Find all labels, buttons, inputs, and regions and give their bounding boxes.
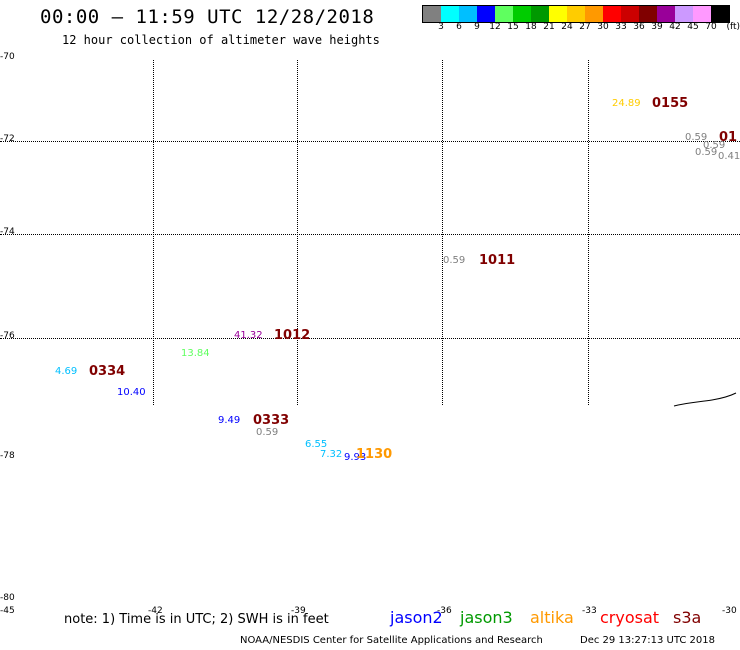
latitude-label: -76 [0, 331, 15, 341]
color-scale-tick-label: 30 [597, 22, 609, 32]
latitude-label: -74 [0, 227, 15, 237]
map-title: 00:00 – 11:59 UTC 12/28/2018 [40, 6, 375, 28]
latitude-label: -72 [0, 134, 15, 144]
wave-height-value: 0.59 [685, 132, 708, 143]
wave-height-value: 4.69 [55, 366, 78, 377]
color-scale-tick-label: 45 [687, 22, 699, 32]
wave-height-value: 9.93 [344, 452, 367, 463]
color-swatch [693, 6, 711, 22]
latitude-label: -78 [0, 451, 15, 461]
color-swatch [477, 6, 495, 22]
wave-height-value: 0.59 [443, 255, 466, 266]
color-swatch [675, 6, 693, 22]
wave-height-value: 0.59 [695, 147, 718, 158]
wave-height-value: 10.40 [117, 387, 146, 398]
color-scale-tick-label: 27 [579, 22, 591, 32]
longitude-label: -33 [582, 606, 597, 616]
pass-time-label: 1012 [274, 328, 311, 343]
longitude-label: -42 [148, 606, 163, 616]
longitude-gridline [297, 60, 298, 405]
latitude-label: -80 [0, 593, 15, 603]
longitude-label: -39 [291, 606, 306, 616]
color-swatch [639, 6, 657, 22]
wave-height-value: 9.49 [218, 415, 241, 426]
longitude-label: -45 [0, 606, 15, 616]
color-scale-tick-label: 15 [507, 22, 519, 32]
wave-height-value: 24.89 [612, 98, 641, 109]
latitude-gridline [0, 338, 740, 339]
wave-height-value: 41.32 [234, 330, 263, 341]
longitude-label: -30 [722, 606, 737, 616]
color-scale-bar [422, 5, 730, 23]
wave-height-value: 13.84 [181, 348, 210, 359]
color-swatch [423, 6, 441, 22]
color-swatch [621, 6, 639, 22]
wave-height-value: 0.59 [703, 140, 726, 151]
longitude-gridline [153, 60, 154, 405]
color-swatch [657, 6, 675, 22]
pass-time-label: 01 [719, 130, 738, 145]
longitude-gridline [442, 60, 443, 405]
color-scale-tick-label: 21 [543, 22, 555, 32]
color-scale-tick-label: 12 [489, 22, 501, 32]
color-swatch [459, 6, 477, 22]
credit-text: NOAA/NESDIS Center for Satellite Applica… [240, 635, 543, 646]
color-swatch [603, 6, 621, 22]
color-scale-tick-label: 9 [474, 22, 480, 32]
color-scale-tick-label: 6 [456, 22, 462, 32]
footer-note: note: 1) Time is in UTC; 2) SWH is in fe… [64, 612, 329, 627]
pass-time-label: 1130 [356, 447, 393, 462]
pass-time-label: 0333 [253, 413, 290, 428]
latitude-gridline [0, 141, 740, 142]
legend-jason3: jason3 [460, 608, 513, 627]
latitude-gridline [0, 234, 740, 235]
color-scale-tick-label: 39 [651, 22, 663, 32]
color-scale-tick-label: 24 [561, 22, 573, 32]
legend-cryosat: cryosat [600, 608, 660, 627]
color-scale-tick-label: 18 [525, 22, 537, 32]
coastline [673, 392, 737, 407]
legend-altika: altika [530, 608, 574, 627]
color-swatch [495, 6, 513, 22]
color-swatch [585, 6, 603, 22]
color-scale-tick-label: 33 [615, 22, 627, 32]
color-swatch [531, 6, 549, 22]
longitude-label: -36 [437, 606, 452, 616]
generated-timestamp: Dec 29 13:27:13 UTC 2018 [580, 635, 715, 646]
map-subtitle: 12 hour collection of altimeter wave hei… [62, 33, 380, 47]
wave-height-value: 0.59 [256, 427, 279, 438]
color-scale-unit: (ft) [726, 22, 740, 32]
wave-height-value: 0.41 [718, 151, 740, 162]
wave-height-value: 7.32 [320, 449, 343, 460]
color-swatch [441, 6, 459, 22]
wave-height-value: 6.55 [305, 439, 328, 450]
color-scale-tick-label: 3 [438, 22, 444, 32]
legend-s3a: s3a [673, 608, 702, 627]
longitude-gridline [588, 60, 589, 405]
color-scale-tick-label: 42 [669, 22, 681, 32]
pass-time-label: 1011 [479, 253, 516, 268]
pass-time-label: 0155 [652, 96, 689, 111]
color-scale-tick-label: 70 [705, 22, 717, 32]
color-scale-tick-label: 36 [633, 22, 645, 32]
pass-time-label: 0334 [89, 364, 126, 379]
color-swatch [711, 6, 729, 22]
color-swatch [567, 6, 585, 22]
color-swatch [549, 6, 567, 22]
legend-jason2: jason2 [390, 608, 443, 627]
color-swatch [513, 6, 531, 22]
latitude-label: -70 [0, 52, 15, 62]
